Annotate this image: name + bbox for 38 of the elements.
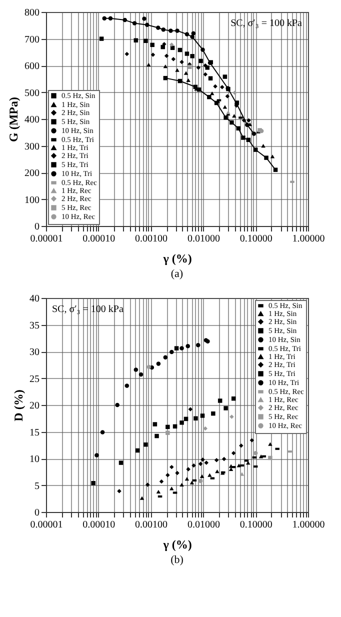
y-tick-label: 300	[24, 141, 40, 152]
y-tick-label: 100	[24, 194, 40, 206]
x-tick-label: 0.10000	[240, 520, 272, 530]
annotation: SC, σ′₃ = 100 kPa	[52, 304, 124, 315]
y-tick-label: 500	[24, 88, 40, 99]
y-tick-label: 0	[34, 508, 40, 518]
y-tick-label: 0	[34, 222, 40, 232]
y-tick-label: 35	[30, 320, 40, 332]
annotation: SC, σ′₃ = 100 kPa	[230, 18, 303, 29]
x-tick-label: 0.01000	[187, 234, 220, 244]
y-tick-label: 600	[24, 61, 40, 72]
text: (a)	[170, 268, 184, 280]
x-tick-label: 1.00000	[292, 234, 325, 244]
x-axis-title: γ (%)	[162, 252, 192, 266]
x-tick-label: 0.00001	[30, 520, 63, 530]
x-tick-label: 0.00100	[135, 520, 168, 530]
y-tick-label: 30	[30, 347, 40, 358]
x-tick-label: 0.10000	[240, 234, 272, 244]
y-tick-label: 25	[30, 374, 40, 385]
x-tick-label: 0.00001	[30, 234, 63, 244]
x-tick-label: 0.00010	[82, 520, 116, 530]
x-tick-label: 1.00000	[292, 520, 325, 530]
y-tick-label: 800	[24, 8, 40, 18]
y-tick-label: 10	[30, 454, 40, 465]
y-tick-label: 15	[30, 427, 40, 438]
x-tick-label: 0.00100	[135, 234, 168, 244]
y-tick-label: 40	[30, 294, 40, 304]
y-axis-title: D (%)	[12, 390, 26, 422]
y-tick-label: 700	[24, 34, 40, 46]
x-tick-label: 0.00010	[82, 234, 116, 244]
y-tick-label: 5	[34, 480, 40, 492]
y-tick-label: 400	[24, 114, 40, 126]
y-tick-label: 200	[24, 168, 40, 179]
x-axis-title: γ (%)	[162, 538, 192, 552]
y-axis-title: G (MPa)	[6, 97, 20, 142]
text: (b)	[170, 554, 184, 566]
x-tick-label: 0.01000	[187, 520, 220, 530]
y-tick-label: 20	[30, 400, 40, 412]
